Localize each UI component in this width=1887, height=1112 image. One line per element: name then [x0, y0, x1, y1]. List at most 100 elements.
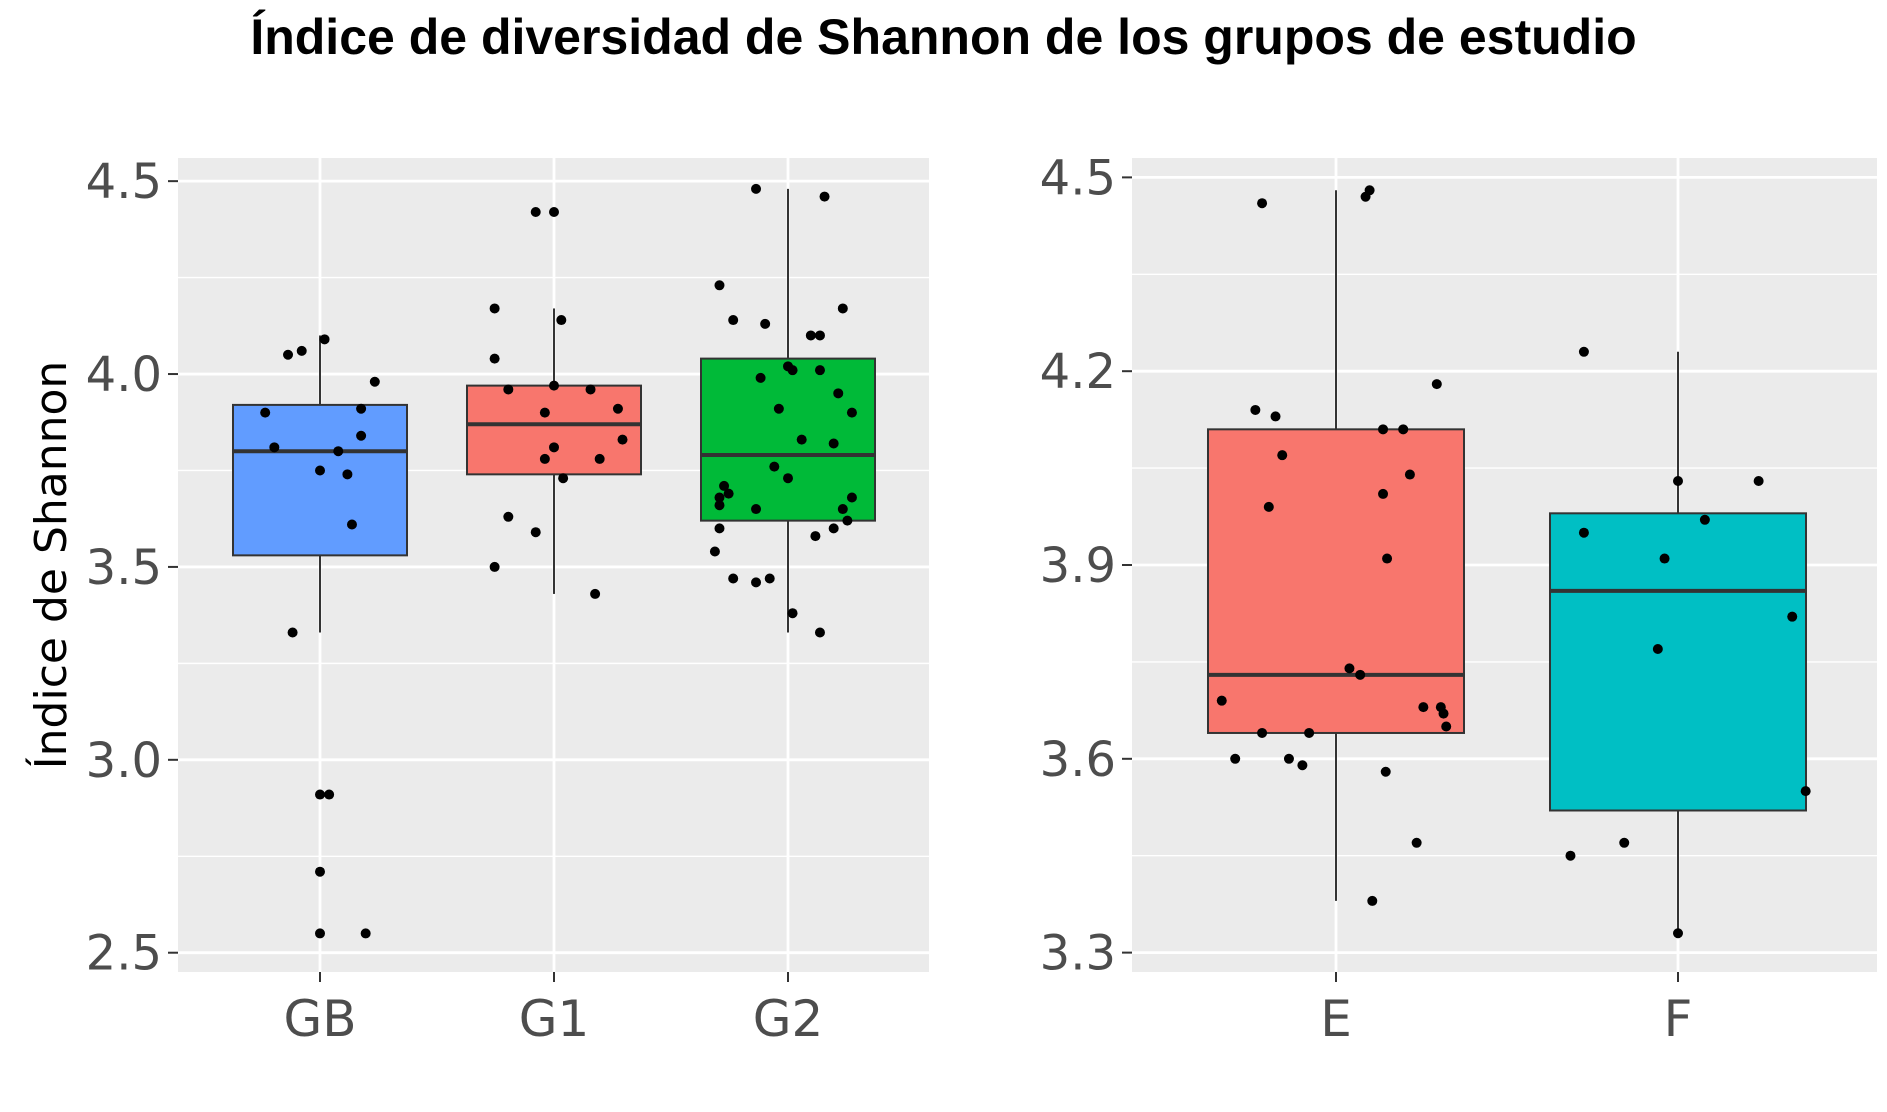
data-point: [539, 453, 550, 464]
data-point: [283, 349, 294, 360]
data-point: [1257, 198, 1268, 209]
x-tick-label: GB: [283, 990, 356, 1048]
data-point: [814, 627, 825, 638]
data-point: [617, 434, 628, 445]
data-point: [723, 488, 734, 499]
data-point: [833, 388, 844, 399]
data-point: [1380, 766, 1391, 777]
data-point: [324, 789, 335, 800]
data-point: [612, 403, 623, 414]
data-point: [1355, 669, 1366, 680]
data-point: [828, 523, 839, 534]
data-point: [1344, 663, 1355, 674]
data-point: [315, 866, 325, 877]
data-point: [1378, 424, 1389, 435]
data-point: [530, 527, 541, 538]
y-tick-label: 3.9: [1040, 538, 1116, 594]
data-point: [751, 183, 762, 194]
data-point: [1250, 404, 1261, 415]
data-point: [549, 442, 559, 453]
data-point: [342, 469, 353, 480]
data-point: [1216, 695, 1227, 706]
y-tick-label: 2.5: [86, 926, 162, 982]
x-tick-label: E: [1320, 990, 1352, 1048]
data-point: [1297, 760, 1308, 771]
panel-condition-e-f: 3.3 3.6 3.9 4.2 4.5 E F: [1040, 150, 1877, 1048]
data-point: [728, 315, 739, 326]
data-point: [728, 573, 739, 584]
data-point: [846, 407, 857, 418]
data-point: [1619, 837, 1630, 848]
data-point: [530, 207, 541, 218]
data-point: [714, 280, 725, 291]
data-point: [585, 384, 596, 395]
data-point: [1263, 501, 1274, 512]
data-point: [356, 403, 367, 414]
x-tick-label: G2: [753, 990, 824, 1048]
data-point: [590, 588, 601, 599]
y-tick-label: 3.0: [86, 733, 162, 789]
data-point: [319, 334, 330, 345]
data-point: [556, 315, 567, 326]
data-point: [1673, 928, 1683, 939]
data-point: [828, 438, 839, 449]
data-point: [1699, 514, 1710, 525]
y-axis-label: Índice de Shannon: [24, 361, 77, 770]
data-point: [1378, 488, 1389, 499]
panel-group-gb-g1-g2: 2.5 3.0 3.5 4.0 4.5 GB G1 G2 Índice de Shannon: [24, 154, 929, 1048]
data-point: [1441, 721, 1452, 732]
data-point: [783, 473, 793, 484]
data-point: [315, 789, 325, 800]
data-point: [814, 330, 825, 341]
data-point: [1270, 411, 1281, 422]
data-point: [751, 504, 762, 515]
data-point: [755, 372, 766, 383]
data-point: [360, 928, 371, 939]
x-tick-label: F: [1664, 990, 1693, 1048]
y-tick-label: 4.2: [1040, 344, 1116, 400]
y-tick-label: 3.6: [1040, 732, 1116, 788]
data-point: [1404, 469, 1415, 480]
data-point: [1411, 837, 1422, 848]
data-point: [714, 492, 725, 503]
data-point: [773, 403, 784, 414]
data-point: [346, 519, 357, 530]
data-point: [1578, 346, 1589, 357]
data-point: [1367, 895, 1378, 906]
data-point: [787, 365, 798, 376]
data-point: [751, 577, 762, 588]
y-tick-label: 4.5: [1040, 150, 1116, 206]
data-point: [814, 365, 825, 376]
data-point: [810, 531, 821, 542]
data-point: [1652, 643, 1663, 654]
data-point: [1800, 786, 1811, 797]
data-point: [1304, 727, 1315, 738]
y-tick-label: 3.5: [86, 540, 162, 596]
data-point: [1431, 379, 1442, 390]
data-point: [1787, 611, 1798, 622]
box-g1: [466, 384, 642, 476]
data-point: [719, 480, 730, 491]
data-point: [489, 303, 500, 314]
data-point: [296, 345, 307, 356]
data-point: [805, 330, 816, 341]
chart-title: Índice de diversidad de Shannon de los g…: [250, 9, 1637, 65]
data-point: [489, 353, 500, 364]
data-point: [846, 492, 857, 503]
data-point: [1565, 850, 1576, 861]
data-point: [709, 546, 720, 557]
data-point: [1277, 450, 1288, 461]
data-point: [1283, 753, 1294, 764]
data-point: [1659, 553, 1670, 564]
data-point: [837, 303, 848, 314]
data-point: [837, 504, 848, 515]
data-point: [503, 511, 514, 522]
data-point: [503, 384, 514, 395]
data-point: [539, 407, 550, 418]
data-point: [1382, 553, 1393, 564]
data-point: [1438, 708, 1449, 719]
data-point: [333, 446, 344, 457]
data-point: [787, 608, 798, 619]
data-point: [315, 465, 325, 476]
